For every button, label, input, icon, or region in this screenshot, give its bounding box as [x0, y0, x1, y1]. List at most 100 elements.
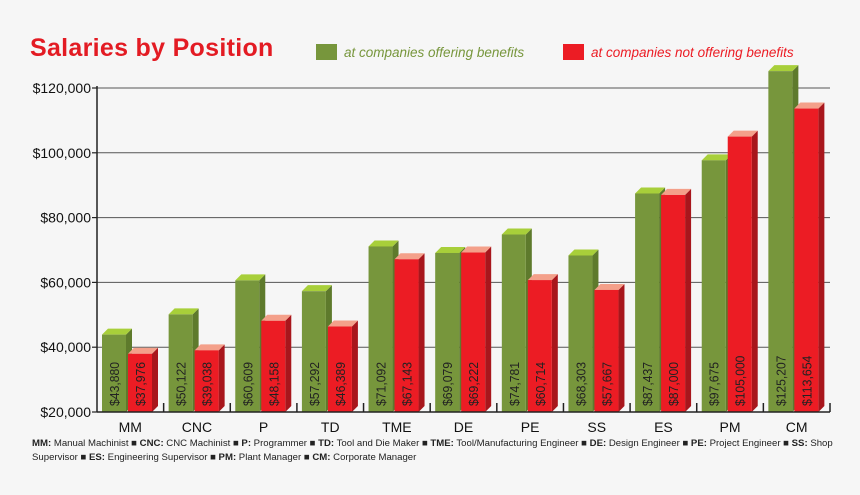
- footnote-name: Tool/Manufacturing Engineer: [453, 438, 579, 449]
- data-label: $48,158: [266, 362, 281, 406]
- x-tick-label: PE: [521, 419, 540, 435]
- bar: [301, 291, 326, 412]
- x-tick-label: SS: [587, 419, 606, 435]
- bar-PM-benefits: $97,675: [701, 154, 732, 412]
- separator-square-icon: ■: [301, 452, 313, 463]
- data-label: $87,437: [640, 362, 655, 406]
- x-tick-label: PM: [720, 419, 741, 435]
- bar-CM-no-benefits: $113,654: [794, 102, 825, 413]
- footnote-name: Project Engineer: [706, 438, 781, 449]
- legend-item-no-benefits: at companies not offering benefits: [563, 44, 794, 60]
- separator-square-icon: ■: [578, 438, 590, 449]
- y-tick-label: $20,000: [40, 404, 91, 420]
- data-label: $50,122: [174, 362, 189, 406]
- bar-side: [685, 188, 692, 412]
- separator-square-icon: ■: [230, 438, 242, 449]
- footnote-name: Manual Machinist: [51, 438, 129, 449]
- bar-side: [485, 246, 492, 412]
- bar-top: [235, 274, 266, 281]
- bar: [394, 259, 419, 412]
- data-label: $43,880: [107, 362, 122, 406]
- footnote-item: ES: Engineering Supervisor: [89, 452, 207, 463]
- bar: [102, 334, 126, 412]
- footnote-item: TD: Tool and Die Maker: [318, 438, 419, 449]
- bar-top: [794, 102, 825, 109]
- data-label: $60,609: [240, 362, 255, 406]
- footnote-name: Programmer: [251, 438, 307, 449]
- bar-CNC-benefits: $50,122: [168, 308, 199, 412]
- x-tick-label: ES: [654, 419, 673, 435]
- bar: [527, 280, 552, 412]
- footnote-abbr: DE:: [589, 438, 607, 449]
- footnote-abbr: TD:: [318, 438, 335, 449]
- bar: [327, 326, 352, 412]
- bar-top: [701, 154, 732, 161]
- separator-square-icon: ■: [307, 438, 319, 449]
- footnote-item: MM: Manual Machinist: [32, 438, 129, 449]
- bar-CNC-no-benefits: $39,038: [194, 344, 225, 412]
- bar-side: [351, 320, 358, 412]
- bar-SS-no-benefits: $57,667: [594, 283, 625, 412]
- footnote-abbr: ES:: [89, 452, 105, 463]
- footnote-name: CNC Machinist: [163, 438, 231, 449]
- footnote-item: SS: Shop Supervisor: [32, 438, 833, 463]
- bar-side: [285, 314, 292, 412]
- bar: [128, 353, 152, 412]
- y-tick-label: $40,000: [40, 339, 91, 355]
- bar-top: [594, 283, 625, 290]
- footnote-abbr: CM:: [312, 452, 331, 463]
- bar-side: [152, 347, 158, 412]
- separator-square-icon: ■: [77, 452, 89, 463]
- bar-side: [618, 283, 625, 412]
- x-tick-label: DE: [454, 419, 473, 435]
- footnote-item: CM: Corporate Manager: [312, 452, 416, 463]
- bar-side: [751, 130, 758, 412]
- bar: [435, 252, 460, 412]
- bar-side: [818, 102, 825, 413]
- footnote-name: Shop Supervisor: [32, 438, 833, 463]
- footnote-name: Engineering Supervisor: [105, 452, 208, 463]
- footnote-item: TME: Tool/Manufacturing Engineer: [430, 438, 578, 449]
- bar: [661, 194, 686, 412]
- chart-title: Salaries by Position: [30, 34, 274, 62]
- data-label: $57,667: [599, 362, 614, 406]
- bar-DE-benefits: $69,079: [435, 246, 466, 412]
- footnote-item: P: Programmer: [241, 438, 307, 449]
- footnote-item: DE: Design Engineer: [590, 438, 680, 449]
- data-label: $68,303: [573, 362, 588, 406]
- bar: [635, 193, 660, 412]
- bar-top: [661, 188, 692, 195]
- bar: [701, 160, 726, 412]
- bar-SS-benefits: $68,303: [568, 249, 599, 412]
- y-tick-label: $80,000: [40, 210, 91, 226]
- data-label: $113,654: [799, 356, 814, 406]
- bar-CM-benefits: $125,207: [768, 65, 799, 412]
- y-tick-label: $100,000: [33, 145, 92, 161]
- bar: [501, 234, 526, 412]
- bar-top: [568, 249, 599, 256]
- legend-label: at companies offering benefits: [344, 44, 525, 60]
- bar: [568, 255, 593, 412]
- bar-top: [501, 228, 532, 235]
- footnote-name: Design Engineer: [606, 438, 680, 449]
- data-label: $67,143: [400, 362, 415, 406]
- bar-top: [768, 65, 799, 72]
- bar: [461, 252, 486, 412]
- separator-square-icon: ■: [780, 438, 792, 449]
- bar-top: [461, 246, 492, 253]
- bar-TME-benefits: $71,092: [368, 240, 399, 412]
- legend-label: at companies not offering benefits: [591, 44, 794, 60]
- bar-top: [102, 328, 132, 335]
- data-label: $71,092: [374, 362, 389, 406]
- bar: [727, 136, 752, 412]
- footnote-name: Corporate Manager: [330, 452, 417, 463]
- footnote-abbr: P:: [241, 438, 252, 449]
- bar-top: [194, 344, 225, 351]
- footnote-name: Plant Manager: [236, 452, 302, 463]
- bar-top: [261, 314, 292, 321]
- bar: [261, 320, 286, 412]
- legend-item-benefits: at companies offering benefits: [316, 44, 524, 60]
- footnote-name: Tool and Die Maker: [334, 438, 420, 449]
- data-label: $37,976: [133, 362, 148, 406]
